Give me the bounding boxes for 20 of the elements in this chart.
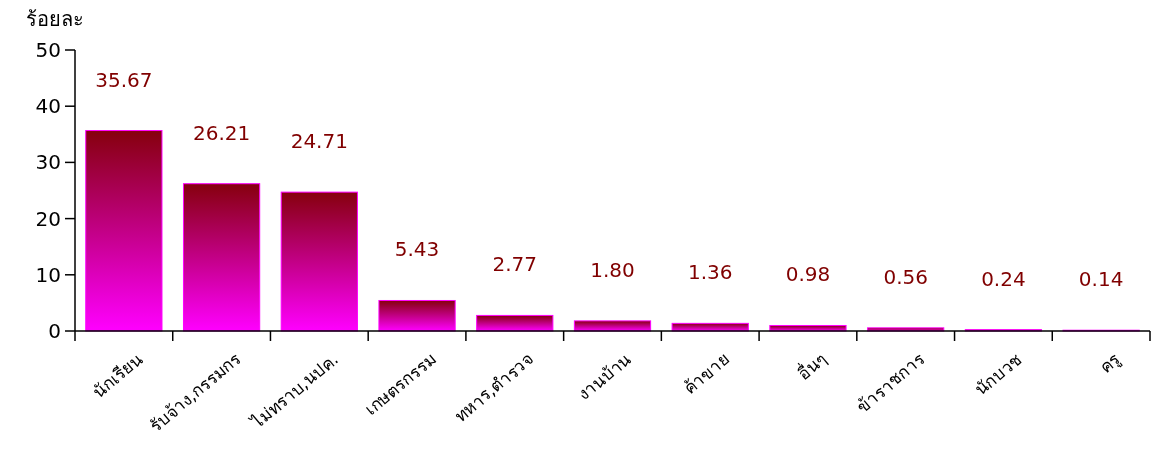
data-label: 0.14 — [1078, 267, 1124, 292]
data-label: 0.24 — [981, 266, 1026, 291]
y-axis-title: ร้อยละ — [26, 7, 84, 31]
y-tick-label: 30 — [35, 150, 61, 175]
y-tick-label: 20 — [35, 206, 61, 231]
y-tick-label: 10 — [35, 262, 61, 287]
x-tick-label: อื่นๆ — [792, 347, 831, 384]
data-label: 0.56 — [883, 264, 928, 289]
y-tick-label: 40 — [35, 94, 61, 119]
data-label: 0.98 — [785, 262, 831, 287]
y-tick-label: 0 — [48, 319, 61, 343]
data-label: 24.71 — [290, 129, 348, 154]
data-label: 2.77 — [492, 252, 538, 277]
data-label: 35.67 — [95, 67, 153, 92]
data-label: 1.80 — [590, 257, 635, 282]
data-label: 26.21 — [192, 120, 251, 145]
x-tick-label: ครู — [1095, 348, 1125, 378]
y-tick-label: 50 — [35, 38, 61, 62]
data-label: 1.36 — [687, 260, 733, 285]
data-label: 5.43 — [394, 237, 440, 262]
